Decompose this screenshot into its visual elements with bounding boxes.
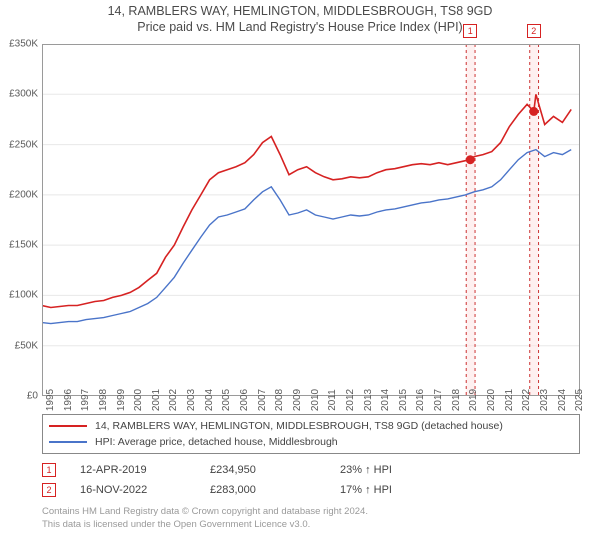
ytick-label: £50K	[15, 340, 38, 351]
ytick-label: £300K	[9, 89, 38, 100]
footer: Contains HM Land Registry data © Crown c…	[42, 506, 368, 532]
ytick-label: £150K	[9, 240, 38, 251]
ytick-label: £200K	[9, 189, 38, 200]
ytick-label: £100K	[9, 290, 38, 301]
xtick-label: 2020	[486, 389, 497, 411]
sales-table: 1 12-APR-2019 £234,950 23% ↑ HPI 2 16-NO…	[42, 460, 470, 500]
legend-swatch-blue	[49, 441, 87, 443]
plot-border	[42, 44, 580, 396]
legend: 14, RAMBLERS WAY, HEMLINGTON, MIDDLESBRO…	[42, 414, 580, 454]
xtick-label: 1999	[116, 389, 127, 411]
xtick-label: 2004	[204, 389, 215, 411]
ytick-label: £0	[27, 391, 38, 402]
legend-label-property: 14, RAMBLERS WAY, HEMLINGTON, MIDDLESBRO…	[95, 420, 503, 432]
xtick-label: 2016	[415, 389, 426, 411]
sale-price-2: £283,000	[210, 484, 340, 496]
xtick-label: 2006	[239, 389, 250, 411]
legend-item-property: 14, RAMBLERS WAY, HEMLINGTON, MIDDLESBRO…	[49, 418, 573, 434]
xtick-label: 2017	[433, 389, 444, 411]
ytick-label: £350K	[9, 39, 38, 50]
xtick-label: 2007	[257, 389, 268, 411]
footer-line-1: Contains HM Land Registry data © Crown c…	[42, 506, 368, 519]
chart-marker-2: 2	[527, 24, 541, 38]
chart-marker-1: 1	[463, 24, 477, 38]
xtick-label: 2015	[398, 389, 409, 411]
titles: 14, RAMBLERS WAY, HEMLINGTON, MIDDLESBRO…	[0, 0, 600, 34]
sale-vs-2: 17% ↑ HPI	[340, 484, 470, 496]
title-address: 14, RAMBLERS WAY, HEMLINGTON, MIDDLESBRO…	[0, 4, 600, 18]
chart-area: £0£50K£100K£150K£200K£250K£300K£350K 199…	[42, 44, 580, 396]
legend-swatch-red	[49, 425, 87, 428]
xtick-label: 2010	[310, 389, 321, 411]
xtick-label: 2025	[574, 389, 585, 411]
xtick-label: 1996	[63, 389, 74, 411]
xtick-label: 1995	[45, 389, 56, 411]
legend-item-hpi: HPI: Average price, detached house, Midd…	[49, 434, 573, 450]
xtick-label: 2023	[539, 389, 550, 411]
xtick-label: 2002	[168, 389, 179, 411]
xtick-label: 2024	[557, 389, 568, 411]
xtick-label: 2013	[363, 389, 374, 411]
xtick-label: 2011	[327, 389, 338, 411]
ytick-label: £250K	[9, 139, 38, 150]
xtick-label: 2012	[345, 389, 356, 411]
title-subtitle: Price paid vs. HM Land Registry's House …	[0, 20, 600, 34]
sale-price-1: £234,950	[210, 464, 340, 476]
xtick-label: 2019	[468, 389, 479, 411]
footer-line-2: This data is licensed under the Open Gov…	[42, 519, 368, 532]
xtick-label: 2005	[221, 389, 232, 411]
xtick-label: 1997	[80, 389, 91, 411]
xtick-label: 2008	[274, 389, 285, 411]
sale-date-1: 12-APR-2019	[80, 464, 210, 476]
sale-row-2: 2 16-NOV-2022 £283,000 17% ↑ HPI	[42, 480, 470, 500]
sale-vs-1: 23% ↑ HPI	[340, 464, 470, 476]
sale-marker-2: 2	[42, 483, 56, 497]
xtick-label: 2014	[380, 389, 391, 411]
sale-date-2: 16-NOV-2022	[80, 484, 210, 496]
xtick-label: 2000	[133, 389, 144, 411]
xtick-label: 1998	[98, 389, 109, 411]
sale-row-1: 1 12-APR-2019 £234,950 23% ↑ HPI	[42, 460, 470, 480]
xtick-label: 2001	[151, 389, 162, 411]
chart-container: 14, RAMBLERS WAY, HEMLINGTON, MIDDLESBRO…	[0, 0, 600, 560]
legend-label-hpi: HPI: Average price, detached house, Midd…	[95, 436, 338, 448]
xtick-label: 2018	[451, 389, 462, 411]
xtick-label: 2021	[504, 389, 515, 411]
xtick-label: 2003	[186, 389, 197, 411]
xtick-label: 2022	[521, 389, 532, 411]
xtick-label: 2009	[292, 389, 303, 411]
sale-marker-1: 1	[42, 463, 56, 477]
